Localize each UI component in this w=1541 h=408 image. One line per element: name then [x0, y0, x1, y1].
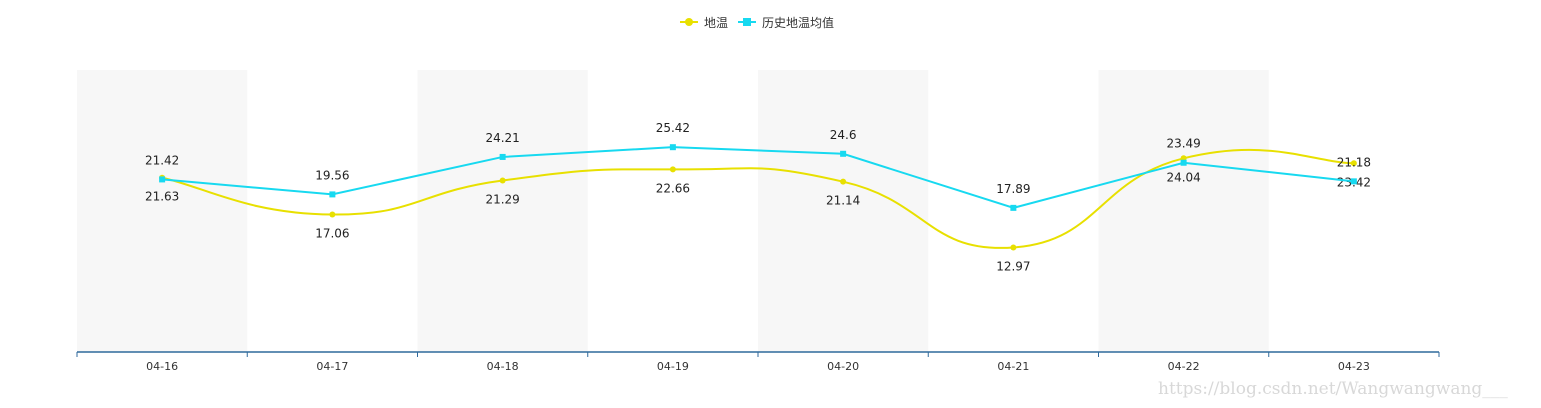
- data-label-historical-mean: 17.89: [996, 182, 1030, 196]
- background-band: [758, 70, 929, 352]
- series-line-historical-mean: [162, 146, 1354, 209]
- data-point-ground-temp: [329, 211, 336, 218]
- watermark: https://blog.csdn.net/Wangwangwang___: [1158, 379, 1508, 399]
- data-point-historical-mean: [499, 153, 506, 160]
- x-tick-label: 04-16: [146, 360, 178, 373]
- x-tick-label: 04-19: [657, 360, 689, 373]
- legend-marker-historical-mean: [743, 18, 751, 26]
- x-tick-label: 04-21: [997, 360, 1029, 373]
- legend-marker-ground-temp: [685, 18, 693, 26]
- legend: 地温 历史地温均值: [680, 15, 834, 30]
- data-label-ground-temp: 21.63: [145, 190, 179, 204]
- data-point-historical-mean: [329, 191, 336, 198]
- data-point-historical-mean: [1010, 204, 1017, 211]
- series-line-ground-temp: [161, 148, 1354, 249]
- data-label-historical-mean: 23.49: [1166, 137, 1200, 151]
- data-label-historical-mean: 25.42: [656, 121, 690, 135]
- data-point-ground-temp: [1350, 160, 1357, 167]
- data-label-historical-mean: 24.6: [830, 128, 857, 142]
- data-point-historical-mean: [669, 144, 676, 151]
- x-tick-label: 04-23: [1338, 360, 1370, 373]
- legend-item-historical-mean[interactable]: 历史地温均值: [738, 15, 834, 30]
- x-tick-label: 04-20: [827, 360, 859, 373]
- data-point-historical-mean: [159, 176, 166, 183]
- data-label-historical-mean: 21.42: [145, 153, 179, 167]
- data-point-historical-mean: [840, 150, 847, 157]
- background-bands: [77, 70, 1269, 352]
- data-point-historical-mean: [1350, 178, 1357, 185]
- background-band: [417, 70, 588, 352]
- legend-label-ground-temp: 地温: [704, 16, 728, 30]
- background-band: [77, 70, 248, 352]
- data-label-ground-temp: 22.66: [656, 181, 690, 195]
- data-label-ground-temp: 24.04: [1166, 170, 1200, 184]
- x-tick-label: 04-17: [316, 360, 348, 373]
- x-tick-label: 04-22: [1168, 360, 1200, 373]
- data-point-historical-mean: [1180, 159, 1187, 166]
- x-axis: 04-16 04-17 04-18 04-19 04-20 04-21 04-22 04-23: [76, 351, 1440, 373]
- data-point-ground-temp: [499, 177, 506, 184]
- series-group: 21.6317.0621.2922.6621.1412.9724.0423.42…: [145, 121, 1371, 273]
- data-point-ground-temp: [669, 166, 676, 173]
- data-point-ground-temp: [840, 178, 847, 185]
- legend-item-ground-temp[interactable]: 地温: [680, 16, 728, 30]
- data-label-ground-temp: 21.29: [485, 192, 519, 206]
- data-label-ground-temp: 17.06: [315, 227, 349, 241]
- data-label-historical-mean: 21.18: [1337, 155, 1371, 169]
- data-label-historical-mean: 24.21: [485, 131, 519, 145]
- background-band: [1098, 70, 1269, 352]
- data-label-ground-temp: 12.97: [996, 259, 1030, 273]
- data-point-ground-temp: [1010, 244, 1017, 251]
- data-label-ground-temp: 21.14: [826, 194, 860, 208]
- data-label-historical-mean: 19.56: [315, 168, 349, 182]
- x-tick-label: 04-18: [487, 360, 519, 373]
- legend-label-historical-mean: 历史地温均值: [762, 15, 834, 30]
